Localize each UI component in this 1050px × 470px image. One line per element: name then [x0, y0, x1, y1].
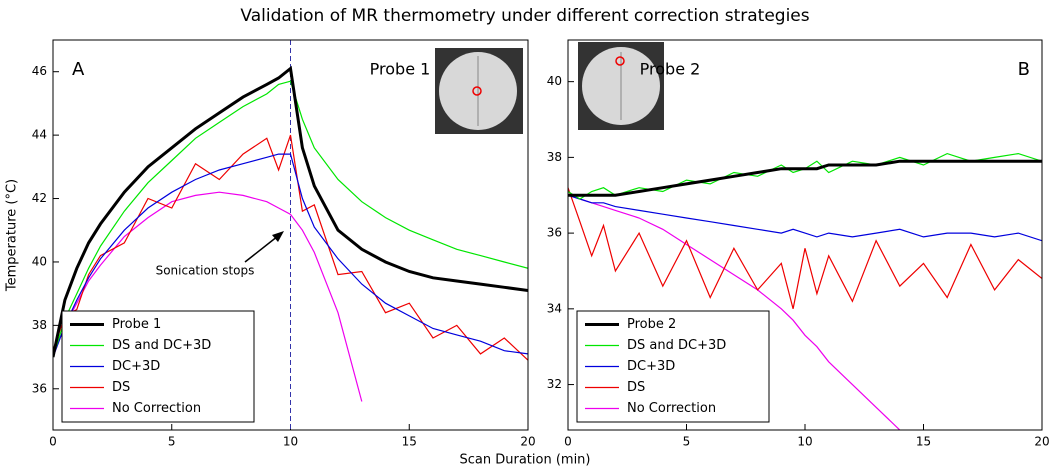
y-axis-label: Temperature (°C) [5, 179, 20, 292]
x-tick-label: 0 [49, 435, 57, 449]
legend-label: DS and DC+3D [112, 338, 211, 353]
figure-title: Validation of MR thermometry under diffe… [240, 6, 809, 26]
legend-label: DS and DC+3D [627, 338, 726, 353]
legend-label: No Correction [627, 401, 716, 416]
series-group [53, 65, 528, 402]
x-tick-label: 20 [1034, 435, 1049, 449]
y-tick-label: 32 [547, 377, 562, 391]
x-tick-label: 0 [564, 435, 572, 449]
series-line [568, 187, 1042, 309]
x-axis-label: Scan Duration (min) [460, 453, 591, 468]
annotation: Sonication stops [156, 264, 255, 278]
y-tick-label: 40 [32, 254, 47, 268]
legend-label: Probe 1 [112, 317, 161, 332]
panel-label: A [72, 59, 85, 80]
y-tick-label: 46 [32, 64, 47, 78]
x-tick-label: 10 [797, 435, 812, 449]
y-tick-label: 42 [32, 191, 47, 205]
annotation-arrow [244, 231, 284, 263]
inset-image-b [578, 42, 664, 130]
x-tick-label: 10 [283, 435, 298, 449]
x-tick-label: 20 [520, 435, 535, 449]
legend-label: DS [627, 380, 645, 395]
y-tick-label: 38 [547, 150, 562, 164]
series-line [53, 134, 528, 361]
series-line [53, 153, 528, 358]
series-line [53, 80, 528, 358]
plot-frame [52, 39, 529, 431]
legend-label: DC+3D [112, 359, 160, 374]
x-tick-label: 15 [402, 435, 417, 449]
probe-label: Probe 1 [370, 60, 431, 79]
inset-image-a [435, 48, 523, 134]
series-line [53, 191, 363, 402]
series-line [53, 65, 528, 358]
x-tick-label: 5 [168, 435, 176, 449]
series-line [568, 159, 1042, 197]
y-tick-label: 38 [32, 318, 47, 332]
y-tick-label: 44 [32, 128, 47, 142]
x-tick-label: 15 [916, 435, 931, 449]
panel-label: B [1018, 59, 1030, 80]
plot-frame [567, 39, 1043, 431]
series-line [568, 194, 901, 430]
legend-label: No Correction [112, 401, 201, 416]
y-tick-label: 34 [547, 301, 562, 315]
probe-label: Probe 2 [640, 60, 701, 79]
series-line [568, 194, 1042, 242]
legend-label: Probe 2 [627, 317, 676, 332]
legend-label: DS [112, 380, 130, 395]
x-tick-label: 5 [683, 435, 691, 449]
series-group [568, 152, 1042, 430]
y-tick-label: 36 [547, 226, 562, 240]
y-tick-label: 40 [547, 74, 562, 88]
y-tick-label: 36 [32, 381, 47, 395]
legend-label: DC+3D [627, 359, 675, 374]
